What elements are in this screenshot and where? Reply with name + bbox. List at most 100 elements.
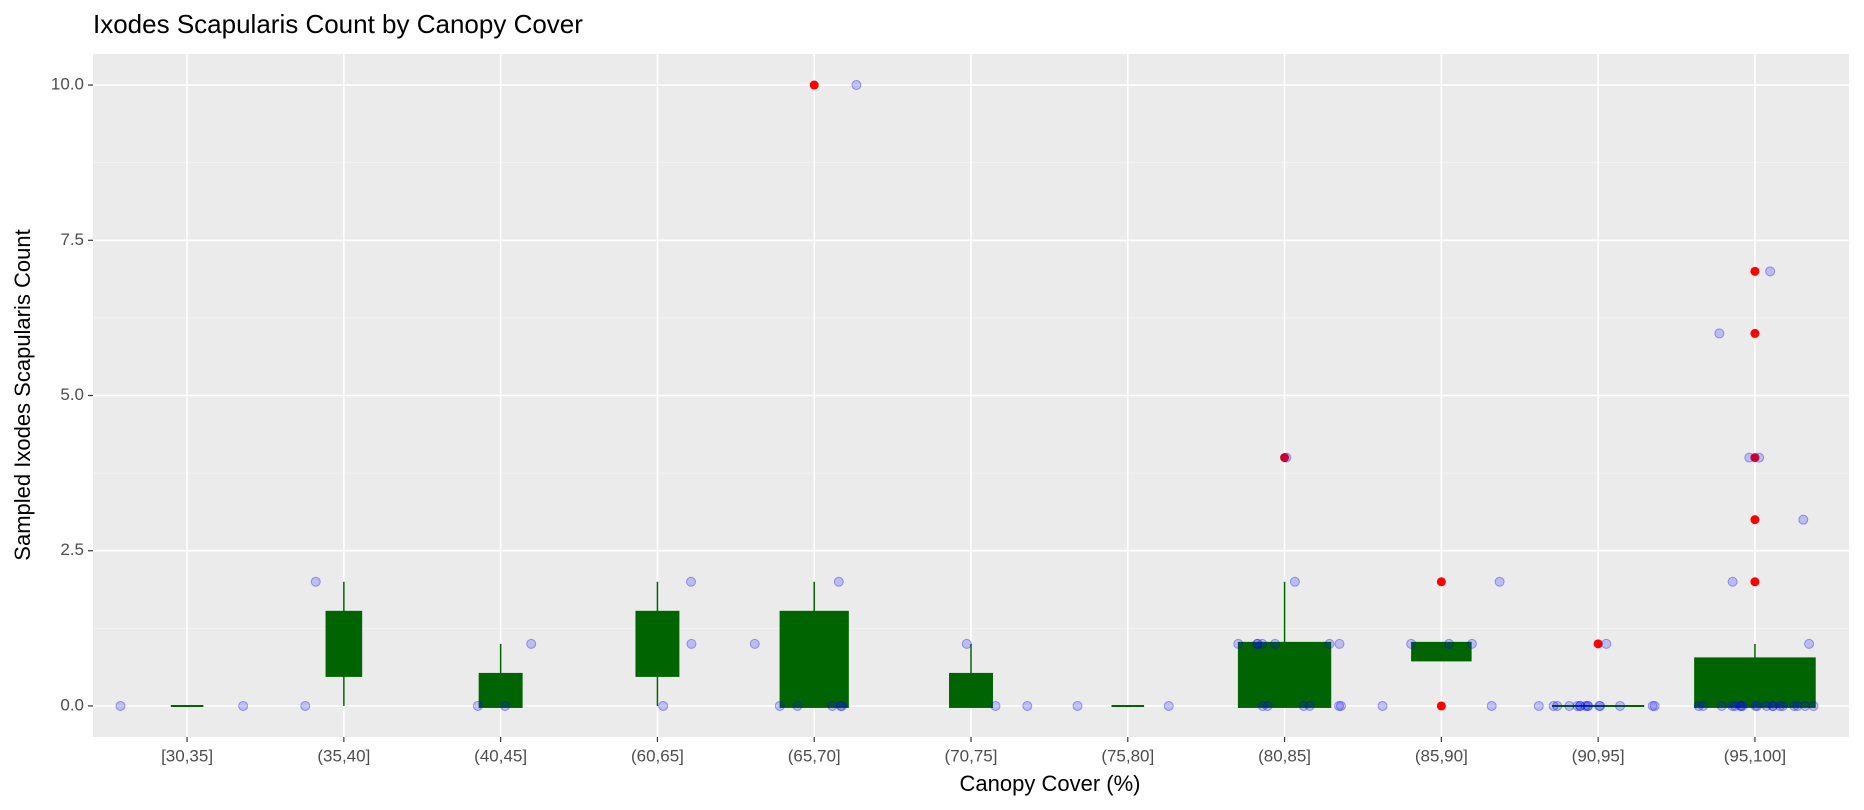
x-tick-label: (85,90] — [1415, 746, 1468, 765]
point — [310, 576, 321, 587]
point — [1072, 700, 1083, 711]
x-tick-label: [30,35] — [161, 746, 213, 765]
outlier — [809, 80, 819, 90]
outlier — [1436, 577, 1446, 587]
point — [1583, 700, 1594, 711]
point — [1767, 700, 1778, 711]
x-tick-label: (80,85] — [1258, 746, 1311, 765]
point — [1334, 638, 1345, 649]
point — [238, 700, 249, 711]
point — [1804, 638, 1815, 649]
point — [1792, 700, 1803, 711]
y-tick-label: 0.0 — [60, 695, 84, 714]
point — [1649, 700, 1660, 711]
point — [1808, 700, 1819, 711]
chart-title: Ixodes Scapularis Count by Canopy Cover — [93, 9, 583, 39]
point — [1163, 700, 1174, 711]
outlier — [1750, 453, 1760, 463]
point — [1601, 638, 1612, 649]
point — [1289, 576, 1300, 587]
point — [1761, 700, 1772, 711]
point — [827, 700, 838, 711]
point — [1744, 452, 1755, 463]
x-tick-label: (40,45] — [474, 746, 527, 765]
point — [1548, 700, 1559, 711]
box — [1411, 641, 1472, 662]
x-axis-label: Canopy Cover (%) — [960, 771, 1141, 796]
point — [774, 700, 785, 711]
y-tick-label: 5.0 — [60, 385, 84, 404]
point — [1789, 700, 1800, 711]
point — [836, 700, 847, 711]
point — [1486, 700, 1497, 711]
point — [749, 638, 760, 649]
outlier — [1750, 577, 1760, 587]
x-tick-label: (95,100] — [1724, 746, 1786, 765]
point — [686, 638, 697, 649]
point — [792, 700, 803, 711]
point — [500, 700, 511, 711]
point — [961, 638, 972, 649]
point — [1533, 700, 1544, 711]
point — [1798, 514, 1809, 525]
outlier — [1750, 328, 1760, 338]
y-axis-label: Sampled Ixodes Scapularis Count — [10, 229, 35, 560]
point — [1298, 700, 1309, 711]
point — [1800, 700, 1811, 711]
point — [1564, 700, 1575, 711]
point — [1281, 452, 1292, 463]
y-tick-label: 2.5 — [60, 540, 84, 559]
point — [1022, 700, 1033, 711]
box — [1694, 657, 1816, 708]
point — [1750, 700, 1761, 711]
point — [1252, 638, 1263, 649]
box — [1237, 641, 1332, 708]
point — [1257, 638, 1268, 649]
box — [949, 672, 993, 708]
point — [1233, 638, 1244, 649]
point — [1736, 700, 1747, 711]
outlier — [1280, 453, 1290, 463]
point — [1580, 700, 1591, 711]
point — [1730, 700, 1741, 711]
point — [115, 700, 126, 711]
point — [1765, 266, 1776, 277]
point — [1377, 700, 1388, 711]
point — [1257, 700, 1268, 711]
point — [472, 700, 483, 711]
y-tick-label: 7.5 — [60, 230, 84, 249]
point — [1775, 700, 1786, 711]
point — [1494, 576, 1505, 587]
x-tick-label: (65,70] — [788, 746, 841, 765]
point — [1324, 638, 1335, 649]
point — [851, 80, 862, 91]
point — [1693, 700, 1704, 711]
point — [1754, 452, 1765, 463]
x-tick-label: (35,40] — [317, 746, 370, 765]
point — [833, 576, 844, 587]
point — [1552, 700, 1563, 711]
point — [1262, 700, 1273, 711]
point — [1767, 700, 1778, 711]
point — [1777, 700, 1788, 711]
x-tick-label: (60,65] — [631, 746, 684, 765]
x-tick-label: (75,80] — [1101, 746, 1154, 765]
point — [1714, 328, 1725, 339]
x-tick-label: (90,95] — [1572, 746, 1625, 765]
point — [1716, 700, 1727, 711]
point — [1270, 638, 1281, 649]
point — [990, 700, 1001, 711]
point — [1582, 700, 1593, 711]
point — [1575, 700, 1586, 711]
point — [300, 700, 311, 711]
outlier — [1750, 266, 1760, 276]
point — [1575, 700, 1586, 711]
point — [1727, 700, 1738, 711]
box — [779, 610, 849, 708]
outlier — [1436, 701, 1446, 711]
point — [1333, 700, 1344, 711]
point — [1594, 700, 1605, 711]
point — [686, 576, 697, 587]
point — [835, 700, 846, 711]
